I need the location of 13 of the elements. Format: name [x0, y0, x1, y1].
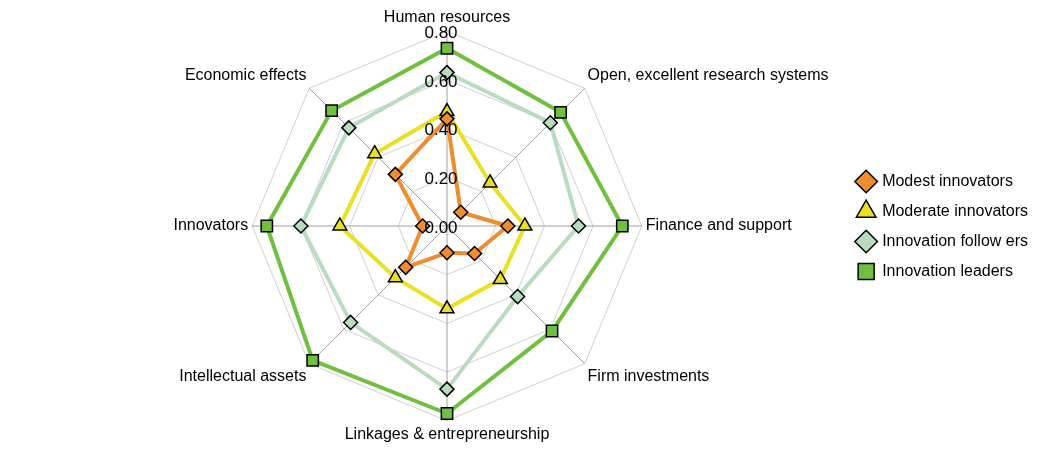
legend-label: Innovation leaders [882, 261, 1013, 279]
y-tick-label: 0.60 [424, 71, 458, 91]
y-tick-label: 0.00 [424, 217, 458, 237]
legend-label: Innovation follow ers [882, 231, 1028, 249]
spoke-label: Intellectual assets [179, 366, 307, 384]
spoke-label: Economic effects [184, 66, 307, 84]
spoke-label: Linkages & entrepreneurship [344, 424, 550, 442]
spoke-label: Firm investments [587, 366, 710, 384]
legend-label: Moderate innovators [882, 201, 1028, 219]
spoke-label: Open, excellent research systems [587, 66, 829, 84]
spoke-label: Finance and support [645, 216, 793, 234]
spoke-label: Innovators [173, 216, 249, 234]
legend-label: Modest innovators [882, 171, 1013, 189]
